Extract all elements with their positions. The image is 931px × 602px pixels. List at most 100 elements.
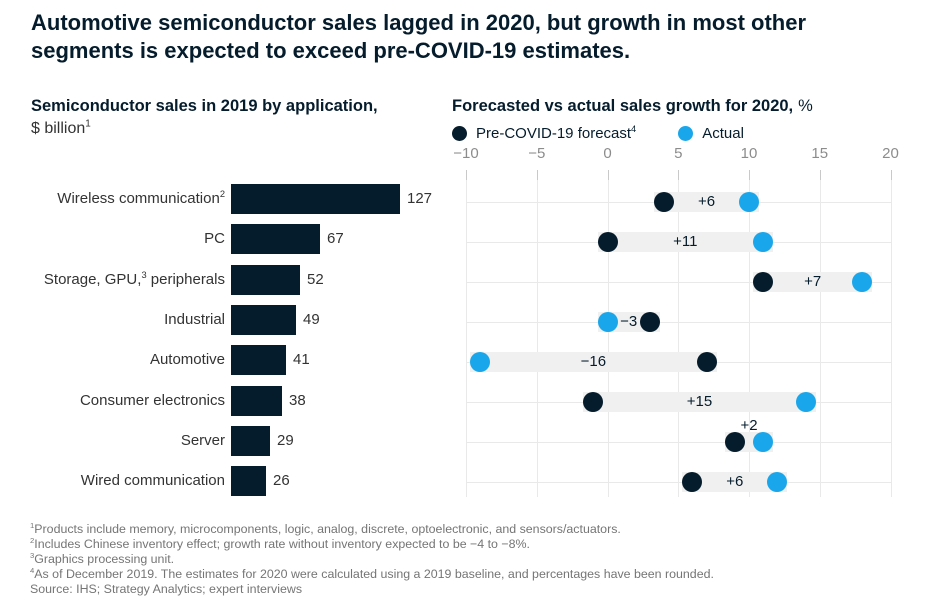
bar-value-label: 26 <box>273 472 290 490</box>
footnote: 1Products include memory, microcomponent… <box>30 520 621 536</box>
bar-category-label: Wireless communication2 <box>57 189 225 207</box>
actual-dot <box>470 352 491 372</box>
vertical-gridline <box>819 180 821 497</box>
dumbbell-band <box>654 192 759 212</box>
bar-category-label: Consumer electronics <box>79 391 225 409</box>
actual-dot <box>852 272 873 292</box>
bar <box>231 184 400 214</box>
bar-category-label: Industrial <box>164 310 225 328</box>
bar <box>231 264 300 295</box>
bar-category-label: Storage, GPU,3 peripherals <box>43 269 225 288</box>
axis-tick-mark <box>890 170 892 180</box>
actual-dot <box>767 472 788 492</box>
exhibit-title: Automotive semiconductor sales lagged in… <box>31 9 806 65</box>
forecast-legend-dot <box>452 126 467 141</box>
axis-tick-mark <box>678 170 680 180</box>
vertical-gridline <box>466 180 467 497</box>
delta-label: +6 <box>726 473 744 490</box>
source-line: Source: IHS; Strategy Analytics; expert … <box>30 582 303 596</box>
dumbbell-plot: −10 −5 0 5 10 15 20 +6 +11 +7 −3 −16 +15 +2 +6 <box>450 145 925 510</box>
chart-legend: Pre-COVID-19 forecast4 Actual <box>452 124 786 142</box>
dumbbell-chart-title-text: Forecasted vs actual sales growth for 20… <box>452 97 794 115</box>
exhibit-title-line-2: segments is expected to exceed pre-COVID… <box>31 38 631 63</box>
actual-dot <box>795 392 816 412</box>
dumbbell-band <box>753 272 873 292</box>
forecast-dot <box>639 312 660 332</box>
bar-category-label: PC <box>204 230 225 248</box>
horizontal-gridline <box>466 482 891 483</box>
axis-tick-mark <box>536 170 538 180</box>
bar-value-label: 67 <box>327 230 344 248</box>
bar-category-label: Wired communication <box>80 472 225 490</box>
horizontal-gridline <box>466 282 891 283</box>
bar-chart-unit-sup: 1 <box>85 118 91 130</box>
horizontal-gridline <box>466 442 891 443</box>
vertical-gridline <box>536 180 538 497</box>
vertical-gridline <box>890 180 892 497</box>
legend-label: Pre-COVID-19 forecast4 <box>476 124 637 142</box>
bar-chart-title: Semiconductor sales in 2019 by applicati… <box>31 97 378 115</box>
footnote: 2Includes Chinese inventory effect; grow… <box>30 535 530 551</box>
bar <box>231 385 282 416</box>
delta-label: −16 <box>580 353 607 370</box>
horizontal-gridline <box>466 322 891 323</box>
bar <box>231 345 286 376</box>
vertical-gridline <box>607 180 609 497</box>
axis-tick-mark <box>819 170 821 180</box>
axis-tick-mark <box>466 170 467 180</box>
exhibit-title-line-1: Automotive semiconductor sales lagged in… <box>31 10 807 35</box>
bar <box>231 425 270 456</box>
bar-value-label: 127 <box>407 190 433 207</box>
bar <box>231 224 320 255</box>
axis-tick-label: 5 <box>674 145 683 162</box>
legend-label: Actual <box>702 125 744 142</box>
bar-value-label: 38 <box>289 391 306 409</box>
bar-value-label: 49 <box>303 310 320 328</box>
delta-label: +15 <box>686 393 713 410</box>
delta-label: +6 <box>697 193 716 210</box>
bar-category-label: Automotive <box>149 351 225 369</box>
actual-dot <box>753 432 774 452</box>
footnotes: 1Products include memory, microcomponent… <box>30 522 714 597</box>
bar-value-label: 52 <box>307 270 324 288</box>
footnote: 4As of December 2019. The estimates for … <box>30 565 714 581</box>
bar-chart-unit-text: $ billion <box>31 120 86 137</box>
dumbbell-chart-title: Forecasted vs actual sales growth for 20… <box>452 97 813 116</box>
axis-tick-label: −5 <box>528 145 546 162</box>
bar <box>231 304 296 335</box>
forecast-dot <box>597 232 618 252</box>
vertical-gridline <box>749 180 750 497</box>
dumbbell-band <box>682 472 788 492</box>
actual-dot <box>597 312 618 332</box>
bar <box>231 466 266 497</box>
dumbbell-chart-unit: % <box>798 97 813 115</box>
bar-category-label: Server <box>180 431 225 449</box>
delta-label: +11 <box>673 233 698 250</box>
delta-label: +2 <box>740 417 758 434</box>
forecast-dot <box>753 272 774 292</box>
bar-value-label: 29 <box>277 431 294 449</box>
legend-item-actual: Actual <box>678 125 744 142</box>
actual-dot <box>753 232 774 252</box>
vertical-gridline <box>678 180 680 497</box>
forecast-dot <box>696 352 717 372</box>
bar-value-label: 41 <box>293 351 310 369</box>
forecast-dot <box>682 472 703 492</box>
dumbbell-band <box>583 392 816 412</box>
dumbbell-band <box>597 232 774 252</box>
delta-label: +7 <box>804 273 822 290</box>
forecast-dot <box>654 192 675 212</box>
axis-tick-label: 0 <box>603 145 612 162</box>
delta-label: −3 <box>620 313 638 330</box>
legend-item-forecast: Pre-COVID-19 forecast4 <box>452 124 637 142</box>
actual-dot <box>739 192 759 212</box>
actual-legend-dot <box>678 126 694 141</box>
forecast-dot <box>583 392 604 412</box>
bar-chart-unit: $ billion1 <box>31 118 91 138</box>
axis-tick-label: 10 <box>740 145 758 162</box>
footnote: 3Graphics processing unit. <box>30 550 175 566</box>
axis-tick-label: 20 <box>882 145 899 162</box>
dumbbell-band <box>470 352 717 372</box>
